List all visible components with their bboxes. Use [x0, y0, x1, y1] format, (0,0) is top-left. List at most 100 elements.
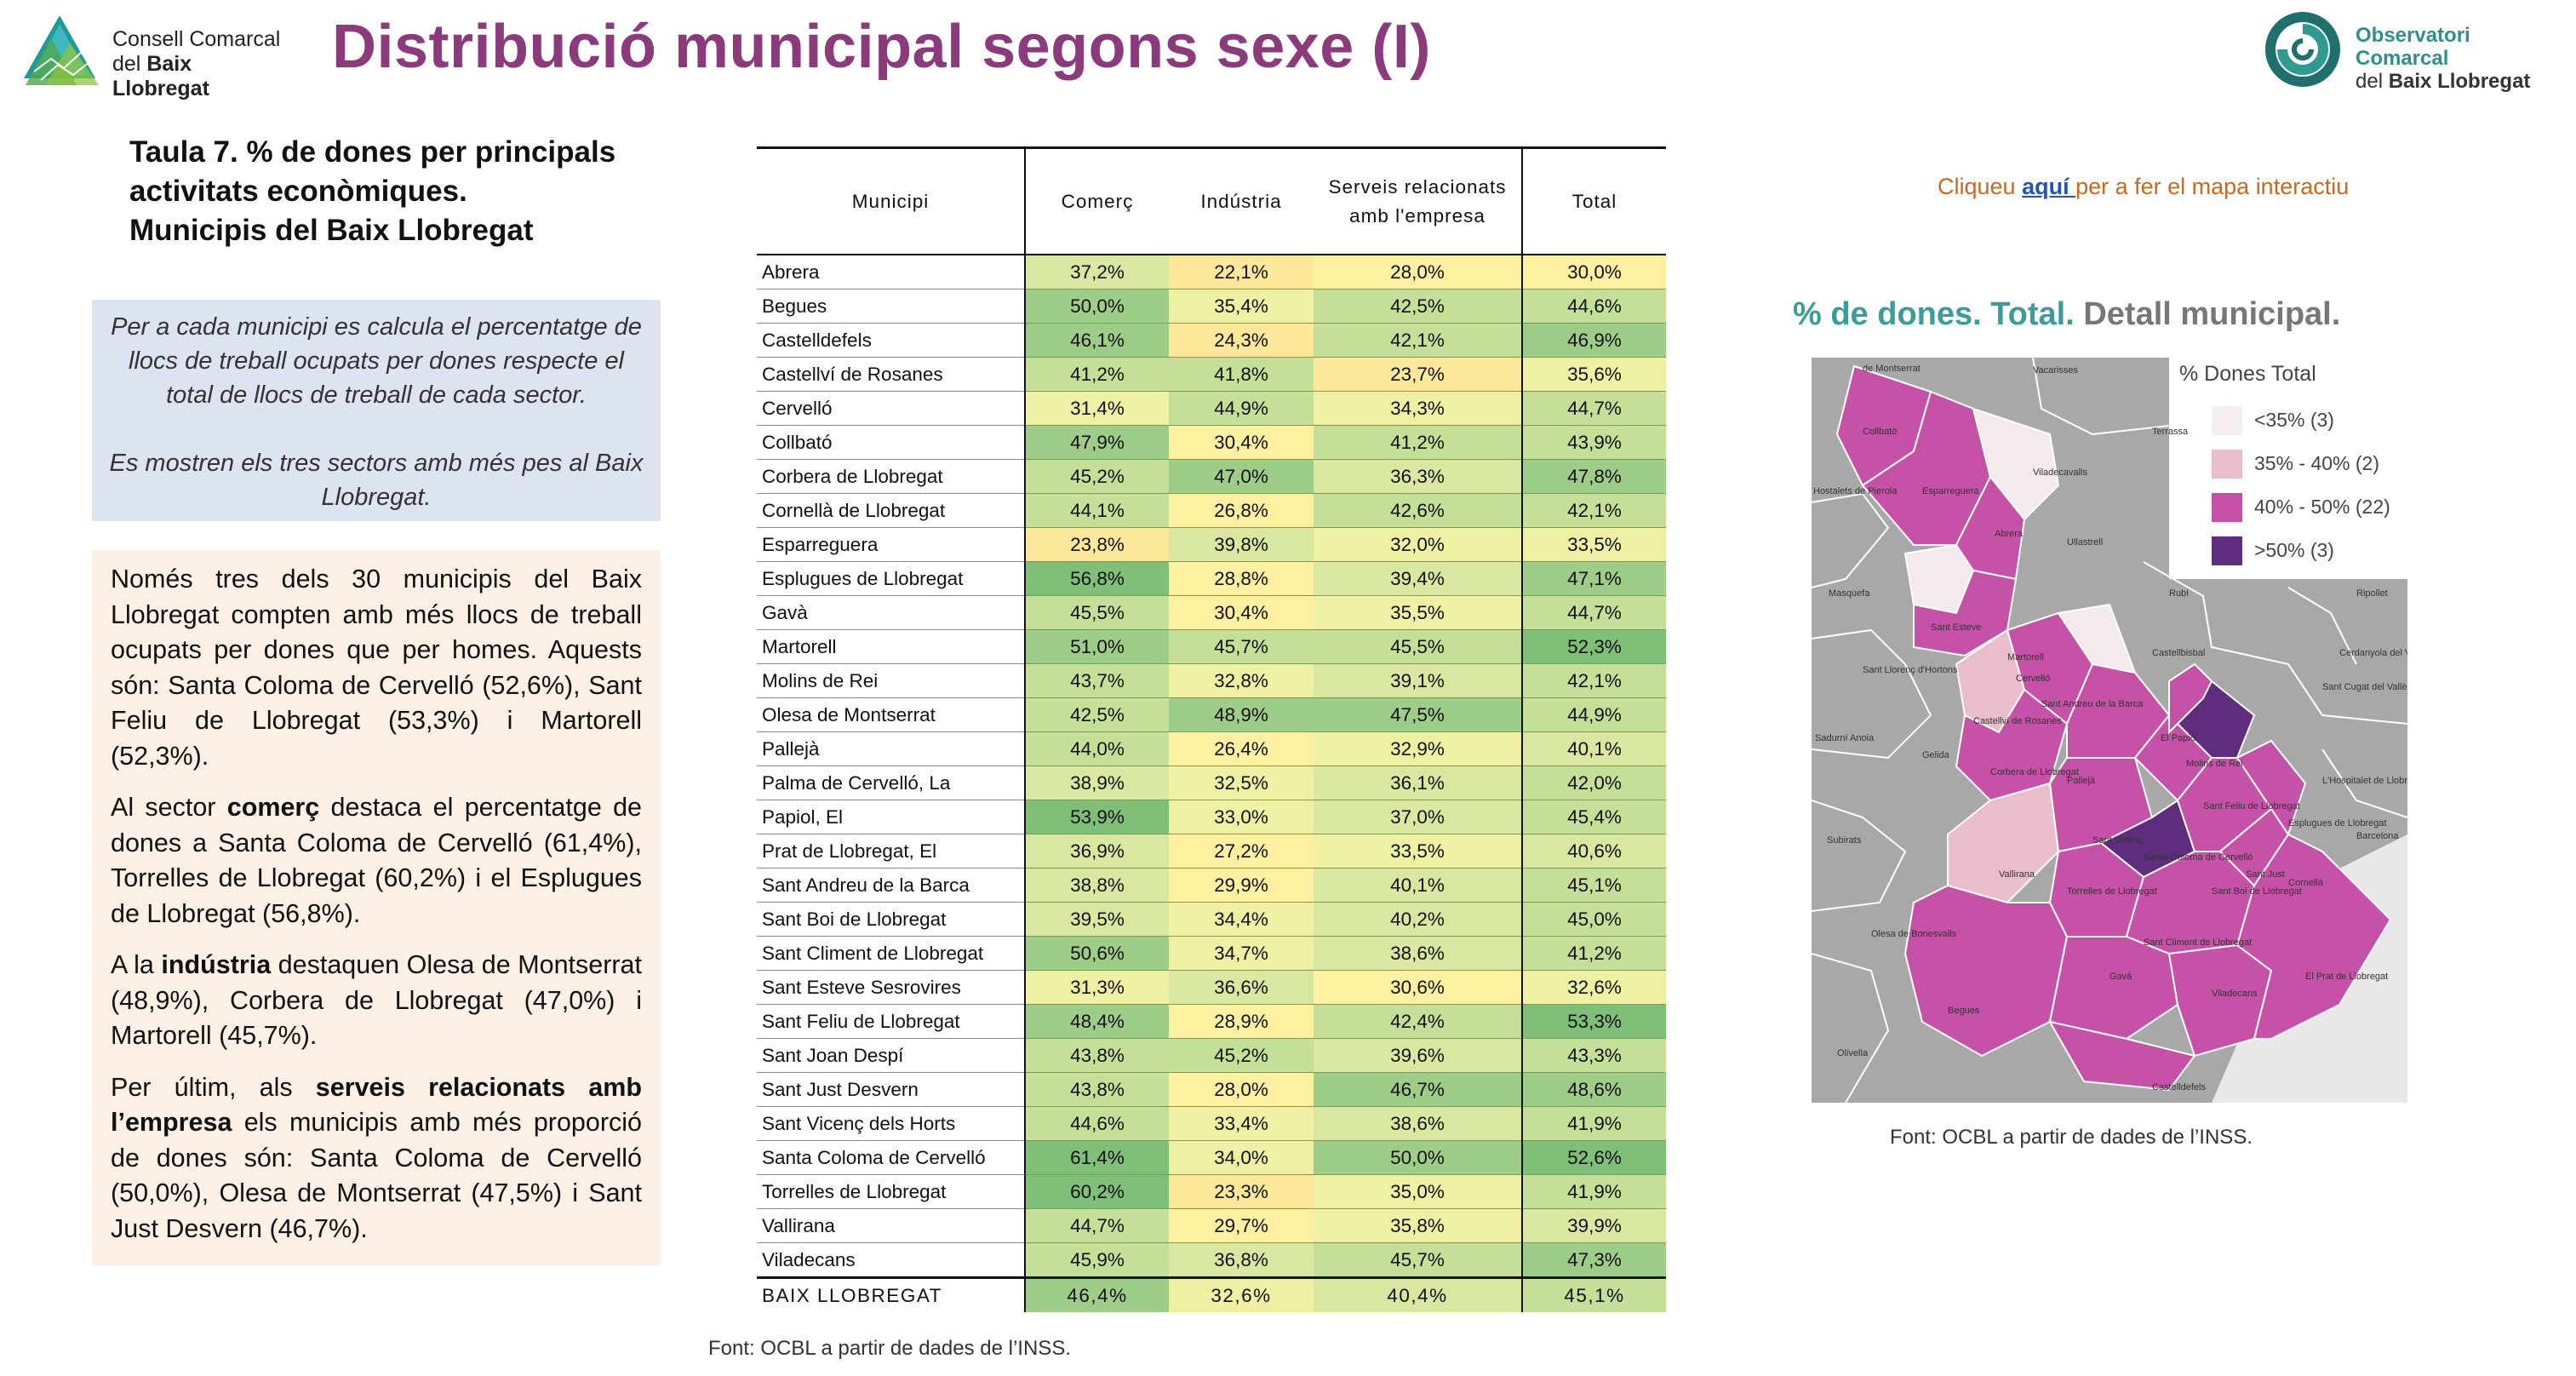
comerc-cell: 44,7%: [1024, 1208, 1169, 1243]
serveis-cell: 35,5%: [1314, 595, 1522, 630]
total-cell: 41,2%: [1521, 936, 1666, 971]
comerc-cell: 56,8%: [1024, 561, 1169, 596]
map-label: Gavà: [2109, 972, 2132, 982]
table-row: Martorell 51,0% 45,7% 45,5% 52,3%: [757, 629, 1666, 664]
municipi-cell: Collbató: [757, 425, 1025, 460]
col-header-total: Total: [1521, 146, 1666, 255]
industria-cell: 34,7%: [1169, 936, 1314, 971]
comerc-cell: 41,2%: [1024, 357, 1169, 392]
table-row: Sant Joan Despí 43,8% 45,2% 39,6% 43,3%: [757, 1038, 1666, 1073]
industria-cell: 34,0%: [1169, 1140, 1314, 1175]
industria-cell: 32,6%: [1169, 1276, 1314, 1312]
org-right-line1: Observatori Comarcal: [2356, 24, 2470, 70]
summary-p2-b: comerç: [226, 793, 320, 822]
legend-item: 35% - 40% (2): [2179, 442, 2401, 485]
comerc-cell: 45,5%: [1024, 595, 1169, 630]
municipi-cell: Sant Joan Despí: [757, 1038, 1025, 1073]
industria-cell: 29,9%: [1169, 868, 1314, 903]
table-row: Santa Coloma de Cervelló 61,4% 34,0% 50,0% 5…: [757, 1140, 1666, 1175]
legend-swatch: [2212, 536, 2242, 565]
map-label: Cornellà: [2288, 878, 2324, 888]
municipi-cell: Martorell: [757, 629, 1025, 664]
comerc-cell: 43,7%: [1024, 663, 1169, 698]
municipi-cell: BAIX LLOBREGAT: [757, 1276, 1025, 1312]
map-label: Martorell: [2007, 652, 2044, 662]
comerc-cell: 45,2%: [1024, 459, 1169, 494]
comerc-cell: 46,1%: [1024, 323, 1169, 358]
map-label: Sant Esteve: [1931, 622, 1981, 633]
municipi-cell: Cornellà de Llobregat: [757, 493, 1025, 528]
comerc-cell: 43,8%: [1024, 1072, 1169, 1107]
map-label: Ullastrell: [2067, 537, 2103, 548]
map-source: Font: OCBL a partir de dades de l’INSS.: [1890, 1126, 2253, 1149]
table-row: Papiol, El 53,9% 33,0% 37,0% 45,4%: [757, 800, 1666, 834]
total-cell: 35,6%: [1521, 357, 1666, 392]
serveis-cell: 45,7%: [1314, 1242, 1522, 1278]
summary-p4: Per últim, als serveis relacionats amb l…: [111, 1070, 642, 1247]
industria-cell: 36,6%: [1169, 970, 1314, 1005]
method-note: Per a cada municipi es calcula el percen…: [92, 300, 661, 521]
serveis-cell: 40,4%: [1314, 1276, 1522, 1312]
total-cell: 41,9%: [1521, 1106, 1666, 1141]
industria-cell: 28,9%: [1169, 1004, 1314, 1039]
table-row: Corbera de Llobregat 45,2% 47,0% 36,3% 47,8%: [757, 459, 1666, 494]
table-row: Sant Esteve Sesrovires 31,3% 36,6% 30,6% 32,…: [757, 970, 1666, 1005]
map-label: Sant Llorenç d'Hortons: [1863, 665, 1958, 675]
interactive-map-link[interactable]: aquí: [2022, 174, 2076, 199]
summary-p2: Al sector comerç destaca el percentatge …: [111, 790, 642, 932]
map-label: Abrera: [1995, 529, 2024, 539]
org-right-name: Baix Llobregat: [2388, 70, 2531, 93]
total-cell: 41,9%: [1521, 1174, 1666, 1209]
serveis-cell: 40,2%: [1314, 902, 1522, 937]
industria-cell: 34,4%: [1169, 902, 1314, 937]
table-row: Olesa de Montserrat 42,5% 48,9% 47,5% 44,9%: [757, 697, 1666, 732]
total-cell: 45,1%: [1521, 1276, 1666, 1312]
industria-cell: 45,2%: [1169, 1038, 1314, 1073]
map-label: Sadurní Anoia: [1815, 733, 1875, 743]
summary-p3: A la indústria destaquen Olesa de Montse…: [111, 948, 642, 1054]
map-label: El Prat de Llobregat: [2305, 972, 2388, 982]
map-label: Cerdanyola del Vallès: [2339, 648, 2407, 658]
map-legend: % Dones Total <35% (3) 35% - 40% (2) 40% -…: [2179, 362, 2401, 572]
industria-cell: 27,2%: [1169, 834, 1314, 869]
serveis-cell: 35,8%: [1314, 1208, 1522, 1243]
org-left-prefix: del: [112, 52, 147, 76]
comerc-cell: 38,8%: [1024, 868, 1169, 903]
total-cell: 42,0%: [1521, 765, 1666, 800]
table-row: Esparreguera 23,8% 39,8% 32,0% 33,5%: [757, 527, 1666, 562]
comerc-cell: 48,4%: [1024, 1004, 1169, 1039]
col-header-industria: Indústria: [1169, 146, 1314, 255]
municipal-map: de Montserrat Vacarisses Terrassa Viladecav…: [1812, 358, 2407, 1103]
map-label: Viladecavalls: [2033, 467, 2088, 478]
industria-cell: 26,4%: [1169, 731, 1314, 766]
map-label: Sant Just: [2246, 869, 2285, 880]
map-label: Cervelló: [2016, 674, 2050, 684]
table-row: Sant Andreu de la Barca 38,8% 29,9% 40,1% 45…: [757, 868, 1666, 903]
click-post: per a fer el mapa interactiu: [2075, 174, 2350, 199]
table-row: Pallejà 44,0% 26,4% 32,9% 40,1%: [757, 731, 1666, 766]
map-label: Collbató: [1863, 427, 1897, 437]
table-row: Cornellà de Llobregat 44,1% 26,8% 42,6% 42,1…: [757, 493, 1666, 528]
map-label: Terrassa: [2152, 427, 2189, 437]
comerc-cell: 44,6%: [1024, 1106, 1169, 1141]
industria-cell: 29,7%: [1169, 1208, 1314, 1243]
serveis-cell: 42,1%: [1314, 323, 1522, 358]
serveis-cell: 42,4%: [1314, 1004, 1522, 1039]
total-cell: 43,3%: [1521, 1038, 1666, 1073]
summary-p3-b: indústria: [161, 950, 272, 979]
serveis-cell: 23,7%: [1314, 357, 1522, 392]
industria-cell: 32,8%: [1169, 663, 1314, 698]
table-row: Abrera 37,2% 22,1% 28,0% 30,0%: [757, 255, 1666, 290]
total-cell: 46,9%: [1521, 323, 1666, 358]
observatori-logo: Observatori Comarcal del Baix Llobregat: [2260, 7, 2567, 93]
table-row: Begues 50,0% 35,4% 42,5% 44,6%: [757, 289, 1666, 324]
table-row: Sant Climent de Llobregat 50,6% 34,7% 38,6%…: [757, 936, 1666, 971]
map-label: Barcelona: [2356, 831, 2399, 841]
municipi-cell: Torrelles de Llobregat: [757, 1174, 1025, 1209]
table-row: Viladecans 45,9% 36,8% 45,7% 47,3%: [757, 1242, 1666, 1278]
map-label: Masquefa: [1829, 588, 1870, 599]
table-row: Cervelló 31,4% 44,9% 34,3% 44,7%: [757, 391, 1666, 426]
summary-p2-a: Al sector: [111, 793, 227, 822]
serveis-cell: 50,0%: [1314, 1140, 1522, 1175]
serveis-cell: 39,1%: [1314, 663, 1522, 698]
